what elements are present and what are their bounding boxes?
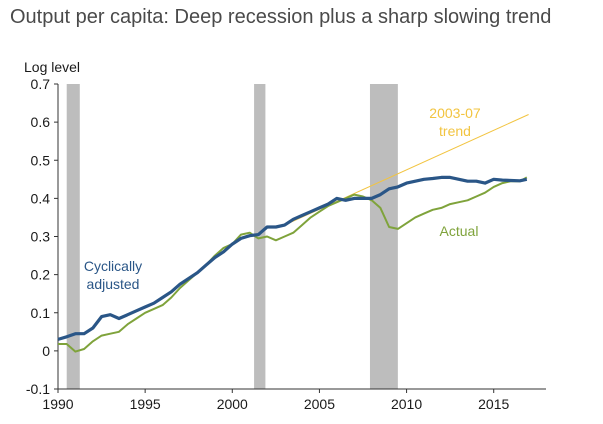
y-tick-label: 0.4 (31, 190, 51, 206)
annotation-line: adjusted (87, 276, 140, 292)
annotation-line: 2003-07 (429, 105, 481, 121)
series-lines (57, 114, 529, 353)
axes: -0.1 0 0.1 0.2 0.3 0.4 0.5 0.6 0.7 1990 1995 2000 20… (26, 76, 546, 412)
series-line-actual (58, 176, 528, 353)
y-tick-label: 0.3 (31, 229, 51, 245)
annotations: 2003-07 trend Actual Cyclically adjusted (84, 105, 481, 292)
annotation-cyclically-adjusted: Cyclically adjusted (84, 258, 142, 292)
chart-title: Output per capita: Deep recession plus a… (10, 6, 552, 28)
x-tick-label: 1995 (130, 396, 161, 412)
y-tick-label: 0.6 (31, 114, 51, 130)
x-tick-label: 2015 (478, 396, 509, 412)
series-line-cyclically-adjusted (57, 175, 528, 341)
x-tick-label: 2010 (391, 396, 422, 412)
y-tick-label: 0.2 (31, 267, 51, 283)
annotation-line: trend (439, 123, 471, 139)
x-tick-label: 2005 (304, 396, 335, 412)
recession-band (66, 84, 80, 389)
annotation-line: Actual (440, 223, 479, 239)
recession-band (254, 84, 266, 389)
x-tick-label: 2000 (217, 396, 248, 412)
y-axis-label: Log level (24, 59, 80, 75)
annotation-line: Cyclically (84, 258, 142, 274)
annotation-2003-07-trend: 2003-07 trend (429, 105, 481, 139)
y-tick-label: 0.1 (31, 305, 51, 321)
y-tick-label: 0.5 (31, 152, 51, 168)
y-tick-label: 0 (42, 343, 50, 359)
y-tick-label: 0.7 (31, 76, 51, 92)
recession-band (369, 84, 398, 389)
annotation-actual: Actual (440, 223, 479, 239)
y-tick-label: -0.1 (26, 381, 50, 397)
recession-bands (66, 84, 398, 389)
x-tick-label: 1990 (42, 396, 73, 412)
